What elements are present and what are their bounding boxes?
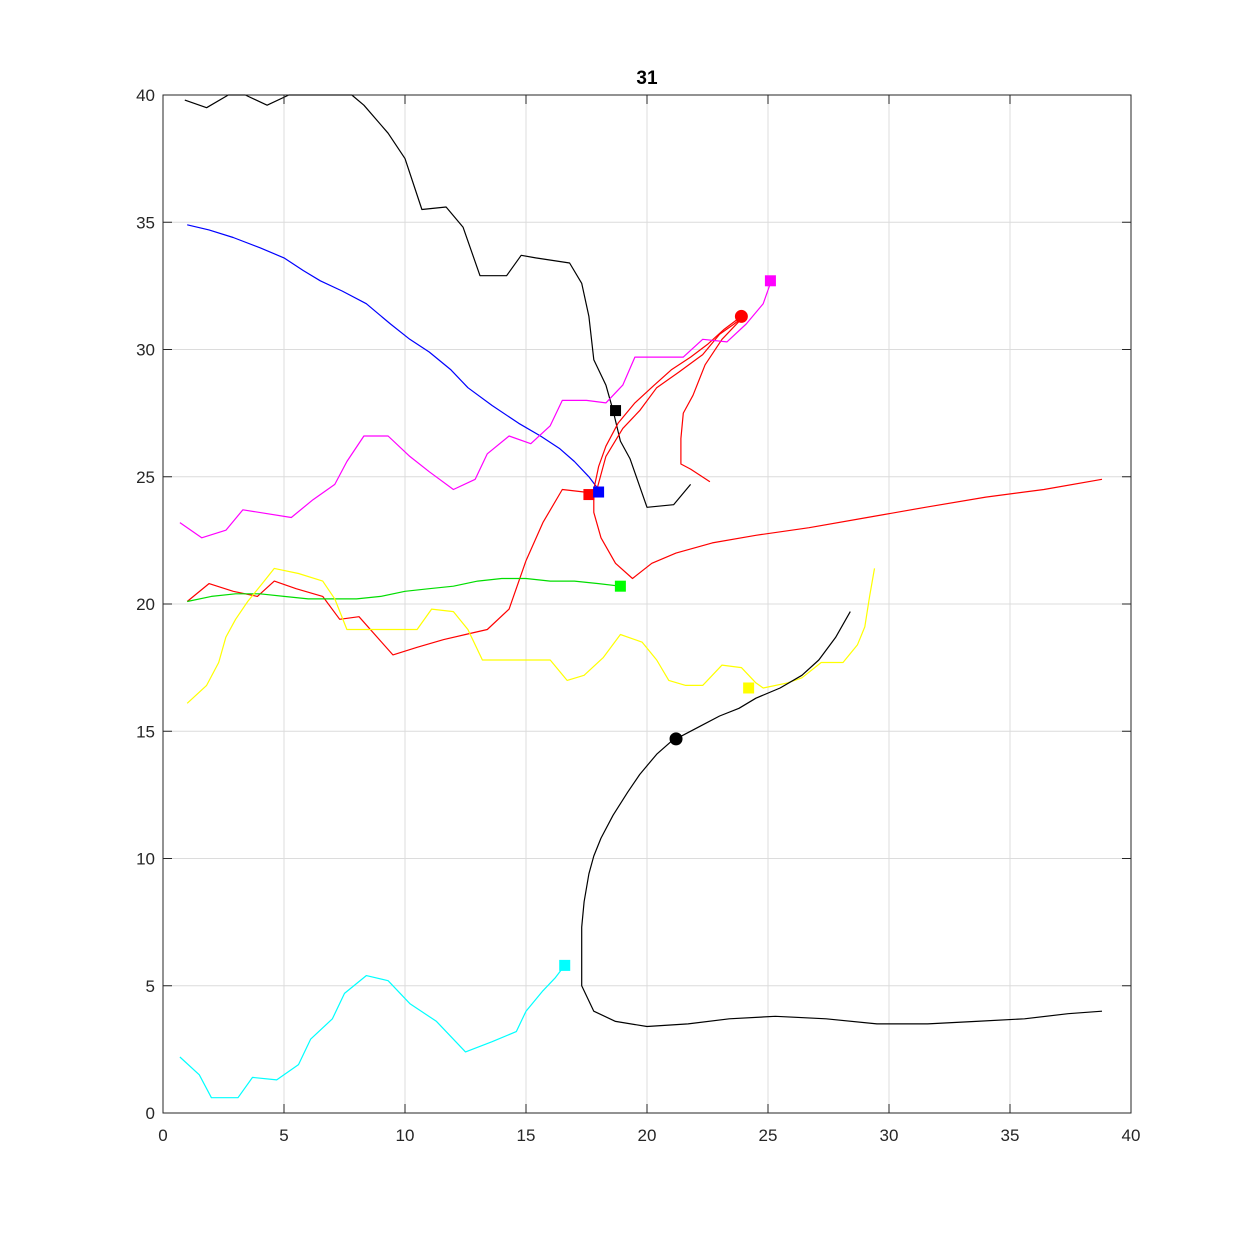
x-tick-label: 10 bbox=[396, 1126, 415, 1145]
tick-marks bbox=[162, 94, 1132, 1114]
chart-title: 31 bbox=[636, 68, 658, 89]
square-marker-3 bbox=[610, 405, 622, 417]
x-tick-label: 40 bbox=[1122, 1126, 1141, 1145]
y-tick-label: 35 bbox=[136, 213, 155, 232]
square-marker-8 bbox=[559, 959, 571, 971]
series-line-0 bbox=[184, 94, 692, 508]
plot-axes: 0 5 10 15 20 25 30 35 40 0 5 10 15 20 25 30 35 40 bbox=[136, 86, 1140, 1145]
series-line-4 bbox=[179, 283, 771, 539]
square-marker-6 bbox=[614, 580, 626, 592]
x-tick-label: 15 bbox=[517, 1126, 536, 1145]
square-marker-7 bbox=[743, 682, 755, 694]
x-tick-label: 0 bbox=[158, 1126, 167, 1145]
x-tick-label: 5 bbox=[279, 1126, 288, 1145]
square-marker-5 bbox=[593, 486, 605, 498]
y-tick-label: 0 bbox=[146, 1104, 155, 1123]
series-line-5 bbox=[187, 577, 621, 603]
series-line-8 bbox=[179, 965, 566, 1099]
y-tick-label: 10 bbox=[136, 850, 155, 869]
x-tick-label: 30 bbox=[880, 1126, 899, 1145]
series-line-1 bbox=[187, 224, 600, 490]
grid-lines bbox=[163, 95, 1131, 1113]
y-tick-label: 5 bbox=[146, 977, 155, 996]
x-tick-label: 25 bbox=[759, 1126, 778, 1145]
series-line-7 bbox=[581, 611, 1103, 1028]
x-tick-label: 35 bbox=[1001, 1126, 1020, 1145]
circle-marker-0 bbox=[734, 309, 748, 323]
y-tick-label: 15 bbox=[136, 722, 155, 741]
y-tick-label: 30 bbox=[136, 341, 155, 360]
x-tick-labels: 0 5 10 15 20 25 30 35 40 bbox=[158, 1126, 1140, 1145]
circle-marker-1 bbox=[669, 732, 683, 746]
marker-layer bbox=[559, 275, 776, 971]
x-tick-label: 20 bbox=[638, 1126, 657, 1145]
y-tick-labels: 0 5 10 15 20 25 30 35 40 bbox=[136, 86, 155, 1123]
y-tick-label: 40 bbox=[136, 86, 155, 105]
square-marker-4 bbox=[583, 489, 595, 501]
series-line-3 bbox=[593, 315, 1103, 580]
square-marker-2 bbox=[764, 275, 776, 287]
y-tick-label: 25 bbox=[136, 468, 155, 487]
series-layer bbox=[179, 94, 1103, 1099]
y-tick-label: 20 bbox=[136, 595, 155, 614]
